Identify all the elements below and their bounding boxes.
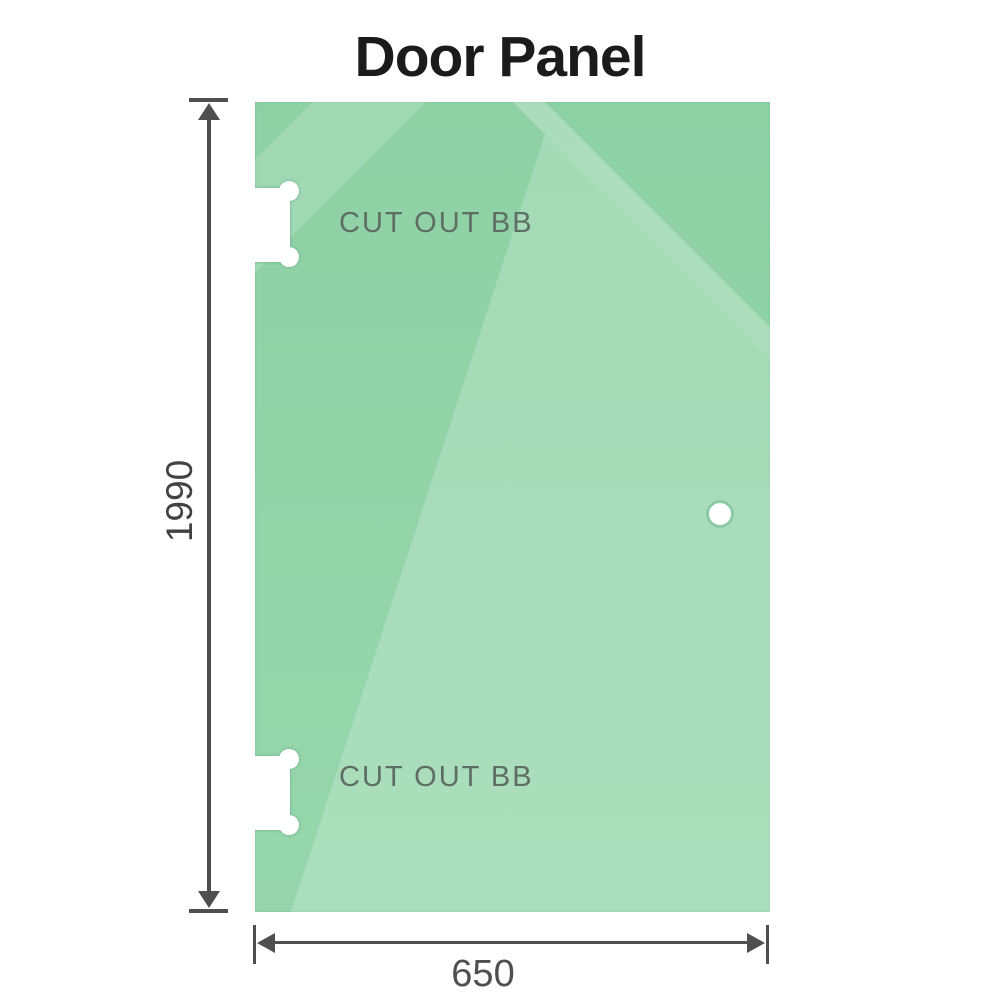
handle-hole: [706, 500, 734, 528]
cutout-lobe-top: [279, 181, 299, 201]
arrow-left-icon: [257, 933, 275, 953]
height-dimension-label: 1990: [159, 459, 200, 543]
dimension-line-vertical: [207, 112, 211, 900]
dimension-cap-top: [189, 98, 228, 102]
width-dimension-label: 650: [451, 953, 515, 995]
dimension-cap-bottom: [189, 909, 228, 913]
cutout-lobe-bottom: [279, 815, 299, 835]
cutout-label-bottom: CUT OUT BB: [339, 761, 534, 793]
cutout-label-top: CUT OUT BB: [339, 207, 534, 239]
page-title: Door Panel: [354, 25, 647, 89]
arrow-down-icon: [198, 891, 220, 908]
hinge-cutout-top: [255, 181, 302, 279]
dimension-tick-left: [253, 925, 256, 964]
cutout-lobe-top: [279, 749, 299, 769]
hinge-cutout-bottom: [255, 749, 302, 847]
cutout-lobe-bottom: [279, 247, 299, 267]
dimension-tick-right: [766, 925, 769, 964]
dimension-line-horizontal: [270, 941, 752, 944]
door-panel: CUT OUT BB CUT OUT BB: [255, 102, 770, 912]
arrow-up-icon: [198, 103, 220, 120]
arrow-right-icon: [747, 933, 765, 953]
